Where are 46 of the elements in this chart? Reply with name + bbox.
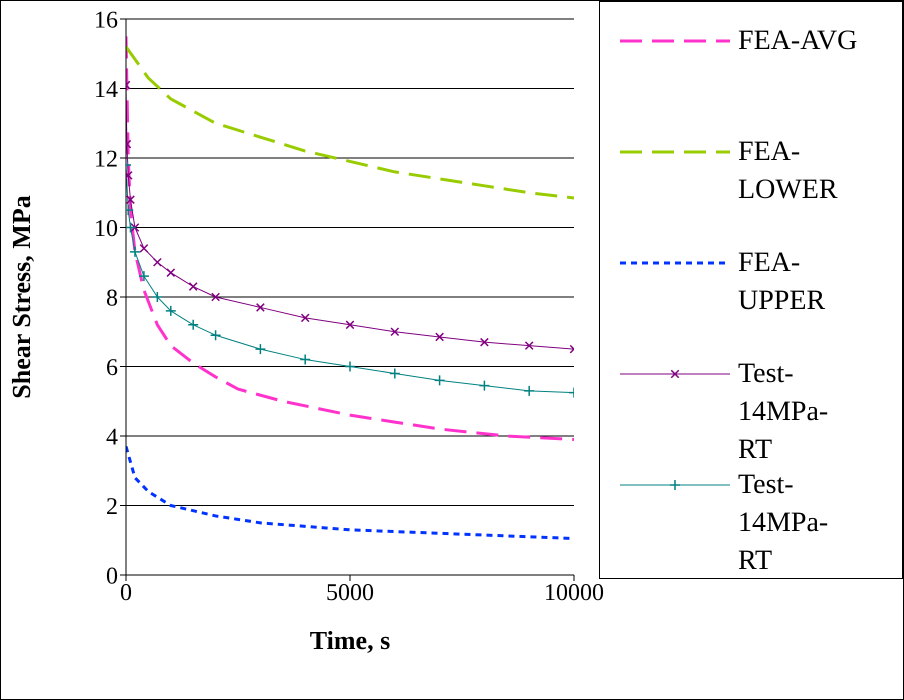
point bbox=[187, 319, 199, 331]
y-tick-label: 8 bbox=[106, 286, 118, 312]
point bbox=[389, 368, 401, 380]
point bbox=[256, 302, 265, 312]
y-tick-label: 12 bbox=[94, 146, 118, 173]
point bbox=[152, 258, 162, 267]
y-tick-label: 2 bbox=[106, 494, 118, 520]
point bbox=[210, 329, 222, 341]
point bbox=[152, 291, 164, 303]
y-tick-label: 4 bbox=[106, 424, 118, 451]
point bbox=[344, 360, 356, 372]
point bbox=[254, 343, 266, 355]
legend-label: FEA-AVG bbox=[738, 25, 858, 56]
point bbox=[435, 332, 444, 342]
x-axis-title: Time, s bbox=[310, 626, 390, 655]
point bbox=[300, 313, 310, 322]
y-tick-label: 10 bbox=[94, 216, 118, 242]
point bbox=[434, 374, 446, 386]
x-tick-label: 10000 bbox=[544, 580, 604, 606]
y-tick-label: 14 bbox=[94, 77, 118, 104]
y-tick-label: 0 bbox=[106, 564, 118, 590]
point bbox=[299, 354, 311, 366]
x-tick-label: 5000 bbox=[326, 580, 374, 606]
legend-label: FEA-LOWER bbox=[738, 136, 838, 205]
point bbox=[524, 341, 534, 350]
point bbox=[138, 270, 150, 282]
point bbox=[130, 223, 140, 232]
point bbox=[126, 195, 135, 204]
point bbox=[478, 380, 490, 392]
point bbox=[390, 327, 400, 336]
y-tick-label: 6 bbox=[106, 355, 118, 382]
point bbox=[126, 222, 136, 234]
y-axis-title: Shear Stress, MPa bbox=[7, 195, 36, 399]
point bbox=[346, 320, 354, 330]
point bbox=[129, 246, 141, 258]
point bbox=[480, 338, 489, 347]
point bbox=[211, 292, 220, 302]
point bbox=[165, 305, 177, 317]
y-tick-label: 16 bbox=[94, 8, 118, 34]
point bbox=[139, 244, 148, 253]
point bbox=[523, 385, 535, 397]
text: Test-14MPa-RT bbox=[738, 469, 828, 576]
legend-label: FEA-UPPER bbox=[738, 247, 826, 316]
point bbox=[188, 282, 198, 292]
text: Test-14MPa-RT bbox=[738, 358, 828, 465]
point bbox=[166, 268, 176, 278]
